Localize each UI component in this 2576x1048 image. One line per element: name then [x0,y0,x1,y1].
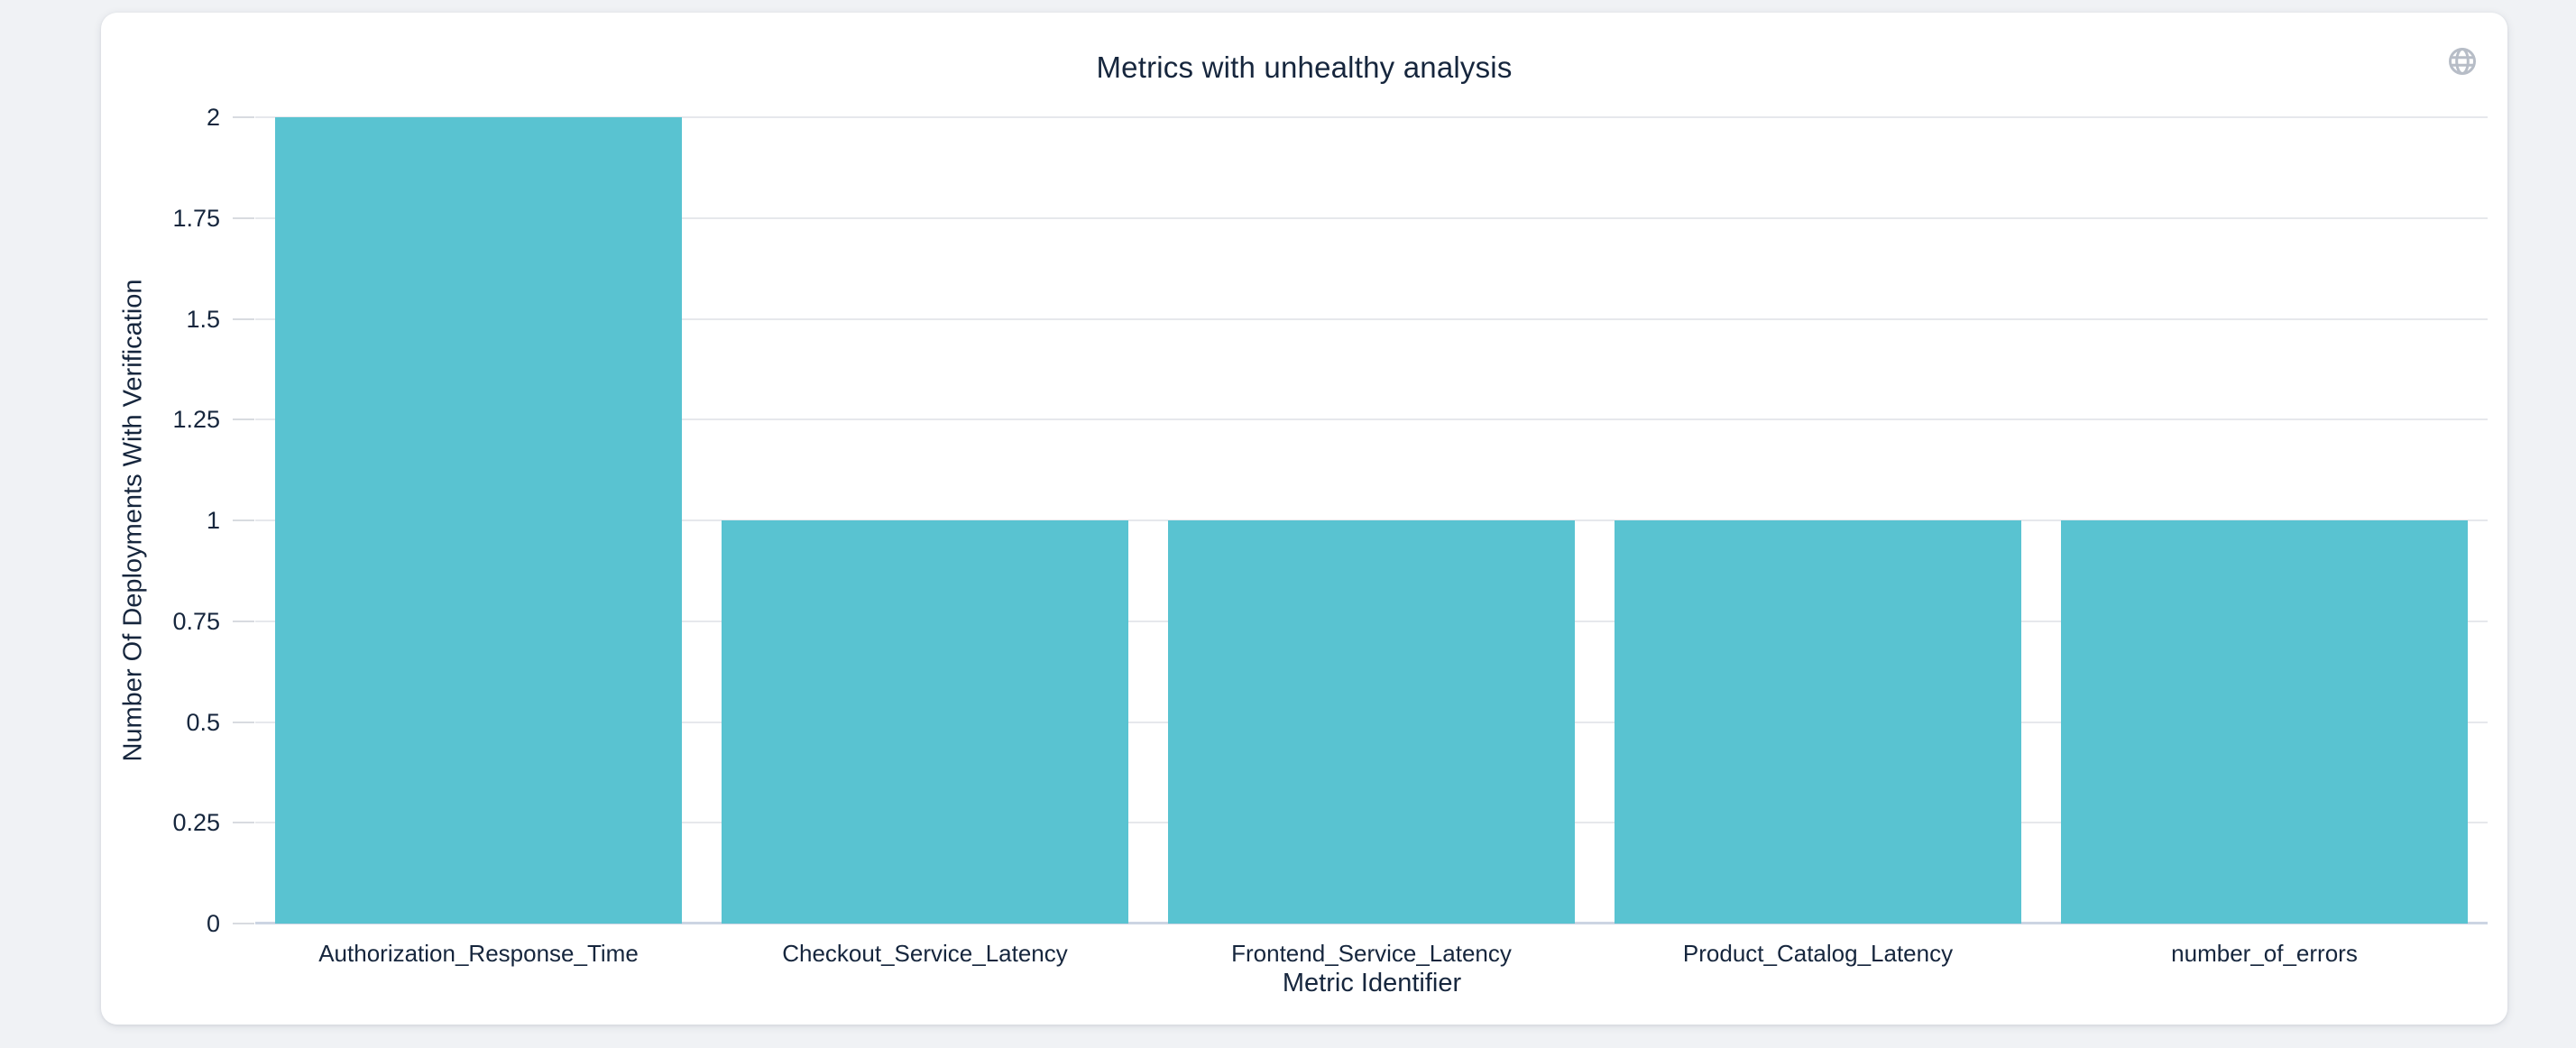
x-category-label: Product_Catalog_Latency [1682,940,1954,967]
y-tick-label: 1 [206,507,220,534]
plot-area [255,116,2488,924]
x-category-label: Checkout_Service_Latency [782,940,1068,967]
bar-number_of_errors[interactable] [2061,520,2468,924]
gridline [255,116,2488,118]
x-category-label: number_of_errors [2171,940,2358,967]
y-tick-label: 0.5 [186,708,220,736]
bar-Frontend_Service_Latency[interactable] [1168,520,1575,924]
y-tick-mark [233,116,254,118]
y-tick-label: 2 [206,104,220,131]
bar-Product_Catalog_Latency[interactable] [1615,520,2021,924]
y-tick-label: 0 [206,910,220,937]
y-tick-mark [233,216,254,219]
y-tick-mark [233,721,254,723]
y-tick-mark [233,620,254,622]
gridline [255,216,2488,219]
y-axis: 0 0.25 0.5 0.75 1 1.25 1.5 1.75 2 [121,104,255,937]
bar-Authorization_Response_Time[interactable] [275,117,682,924]
x-category-label: Authorization_Response_Time [318,940,639,967]
gridline [255,317,2488,320]
y-tick-mark [233,317,254,320]
x-category-label: Frontend_Service_Latency [1231,940,1512,967]
x-axis-title: Metric Identifier [1282,969,1462,997]
y-tick-mark [233,822,254,824]
gridline [255,418,2488,421]
y-tick-label: 0.75 [172,607,220,635]
y-tick-mark [233,418,254,421]
y-tick-mark [233,923,254,924]
y-tick-label: 1.75 [172,204,220,232]
y-tick-label: 1.5 [186,305,220,333]
y-tick-mark [233,519,254,521]
y-tick-label: 0.25 [172,809,220,837]
globe-button[interactable] [2446,45,2479,78]
chart-card: Metrics with unhealthy analysis Number O… [101,13,2507,1025]
bar-Checkout_Service_Latency[interactable] [722,520,1128,924]
y-tick-label: 1.25 [172,406,220,434]
chart-title: Metrics with unhealthy analysis [1096,51,1513,84]
globe-icon [2449,48,2476,75]
